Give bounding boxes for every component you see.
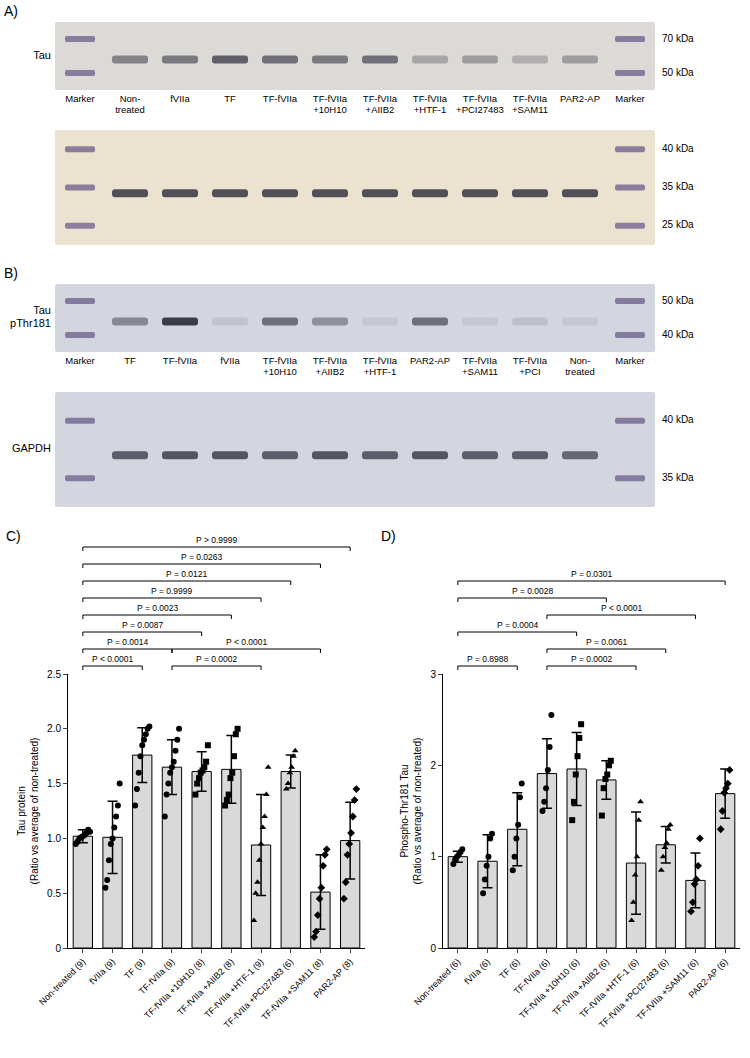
svg-text:P = 0.0002: P = 0.0002 [196,654,237,664]
svg-text:P = 0.0002: P = 0.0002 [571,654,612,664]
svg-text:0: 0 [430,943,436,954]
svg-text:TF-fVIIa +PCI27483 (6): TF-fVIIa +PCI27483 (6) [597,957,670,1030]
svg-text:TF-fVIIa +HTF-1 (6): TF-fVIIa +HTF-1 (6) [578,957,641,1020]
svg-text:TF-fVIIa+SAM11: TF-fVIIa+SAM11 [512,93,548,115]
svg-text:P < 0.0001: P < 0.0001 [601,603,642,613]
svg-text:2.5: 2.5 [47,669,61,680]
svg-text:fVIIa (9): fVIIa (9) [87,957,117,987]
svg-text:35 kDa: 35 kDa [662,181,694,192]
svg-text:35 kDa: 35 kDa [662,472,694,483]
svg-text:PAR2-AP: PAR2-AP [410,355,450,366]
svg-text:B): B) [4,265,18,281]
svg-text:Tau: Tau [33,304,51,316]
svg-text:TF-fVIIa+10H10: TF-fVIIa+10H10 [263,355,298,377]
svg-text:0.5: 0.5 [47,888,61,899]
svg-text:Non-treated: Non-treated [115,93,145,115]
html-text:D): D) [381,528,396,544]
svg-text:40 kDa: 40 kDa [662,414,694,425]
svg-text:P = 0.0023: P = 0.0023 [137,603,178,613]
svg-text:P = 0.0263: P = 0.0263 [181,552,222,562]
svg-text:P = 0.0121: P = 0.0121 [166,569,207,579]
svg-text:TF (6): TF (6) [497,957,521,981]
svg-text:TF-fVIIa+AIIB2: TF-fVIIa+AIIB2 [363,93,398,115]
svg-text:TF-fVIIa +10H10 (6): TF-fVIIa +10H10 (6) [517,957,581,1021]
svg-text:Tau protein(Ratio vs average o: Tau protein(Ratio vs average of non-trea… [16,738,40,885]
svg-text:TF-fVIIa+AIIB2: TF-fVIIa+AIIB2 [313,355,348,377]
svg-text:TF-fVIIa+10H10: TF-fVIIa+10H10 [313,93,348,115]
svg-text:P = 0.0014: P = 0.0014 [107,637,148,647]
svg-text:40 kDa: 40 kDa [662,143,694,154]
svg-text:TF-fVIIa +AIIB2 (8): TF-fVIIa +AIIB2 (8) [175,957,236,1018]
svg-text:3: 3 [430,669,436,680]
svg-text:TF-fVIIa+PCI: TF-fVIIa+PCI [513,355,548,377]
svg-text:TF: TF [124,355,136,366]
svg-text:P = 0.9999: P = 0.9999 [151,586,192,596]
svg-text:PAR2-AP (6): PAR2-AP (6) [686,957,729,1000]
svg-text:TF-fVIIa+SAM11: TF-fVIIa+SAM11 [462,355,498,377]
svg-text:TF: TF [224,93,236,104]
svg-text:TF-fVIIa +10H10 (8): TF-fVIIa +10H10 (8) [142,957,206,1021]
svg-text:TF-fVIIa+PCI27483: TF-fVIIa+PCI27483 [456,93,504,115]
svg-text:TF-fVIIa: TF-fVIIa [263,93,298,104]
html-text:C): C) [6,528,21,544]
svg-text:Phospho-Thr181 Tau(Ratio vs av: Phospho-Thr181 Tau(Ratio vs average of n… [399,738,423,885]
svg-text:PAR2-AP (8): PAR2-AP (8) [311,957,354,1000]
svg-text:TF-fVIIa +SAM11 (6): TF-fVIIa +SAM11 (6) [635,957,700,1022]
svg-text:TF (9): TF (9) [122,957,146,981]
svg-text:Non-treated: Non-treated [565,355,595,377]
svg-text:P = 0.8988: P = 0.8988 [467,654,508,664]
svg-text:TF-fVIIa+HTF-1: TF-fVIIa+HTF-1 [363,355,398,377]
svg-text:2: 2 [430,760,436,771]
svg-text:TF-fVIIa+HTF-1: TF-fVIIa+HTF-1 [413,93,448,115]
svg-text:fVIIa (6): fVIIa (6) [462,957,492,987]
svg-text:Marker: Marker [615,93,645,104]
svg-text:Tau: Tau [33,49,51,61]
svg-text:pThr181: pThr181 [10,317,51,329]
svg-text:TF-fVIIa +AIIB2 (6): TF-fVIIa +AIIB2 (6) [550,957,611,1018]
svg-text:50 kDa: 50 kDa [662,67,694,78]
svg-text:P = 0.0028: P = 0.0028 [512,586,553,596]
svg-text:Non-treated (9): Non-treated (9) [37,957,87,1007]
svg-text:P > 0.9999: P > 0.9999 [196,535,237,545]
svg-text:TF-fVIIa +PCI27483 (6): TF-fVIIa +PCI27483 (6) [222,957,295,1030]
svg-text:TF-fVIIa +HTF-1 (9): TF-fVIIa +HTF-1 (9) [203,957,266,1020]
svg-text:P = 0.0301: P = 0.0301 [571,569,612,579]
svg-text:P = 0.0061: P = 0.0061 [586,637,627,647]
svg-text:GAPDH: GAPDH [12,442,51,454]
svg-text:40 kDa: 40 kDa [662,329,694,340]
svg-text:Marker: Marker [65,93,95,104]
svg-text:PAR2-AP: PAR2-AP [560,93,600,104]
svg-text:fVIIa: fVIIa [170,93,190,104]
svg-text:P = 0.0087: P = 0.0087 [122,620,163,630]
svg-text:TF-fVIIa: TF-fVIIa [163,355,198,366]
svg-text:Non-treated (6): Non-treated (6) [412,957,462,1007]
svg-text:P < 0.0001: P < 0.0001 [226,637,267,647]
svg-text:P = 0.0004: P = 0.0004 [497,620,538,630]
svg-text:Marker: Marker [65,355,95,366]
svg-text:P < 0.0001: P < 0.0001 [92,654,133,664]
svg-text:A): A) [4,3,18,19]
svg-text:1.5: 1.5 [47,778,61,789]
svg-text:TF-fVIIa (9): TF-fVIIa (9) [137,957,177,997]
svg-text:TF-fVIIa +SAM11 (8): TF-fVIIa +SAM11 (8) [260,957,325,1022]
svg-text:25 kDa: 25 kDa [662,219,694,230]
svg-text:50 kDa: 50 kDa [662,295,694,306]
svg-text:1: 1 [430,851,436,862]
svg-text:0: 0 [55,943,61,954]
svg-text:2.0: 2.0 [47,723,61,734]
svg-text:1.0: 1.0 [47,833,61,844]
svg-text:fVIIa: fVIIa [220,355,240,366]
svg-text:70 kDa: 70 kDa [662,33,694,44]
svg-text:TF-fVIIa (6): TF-fVIIa (6) [512,957,552,997]
svg-text:Marker: Marker [615,355,645,366]
